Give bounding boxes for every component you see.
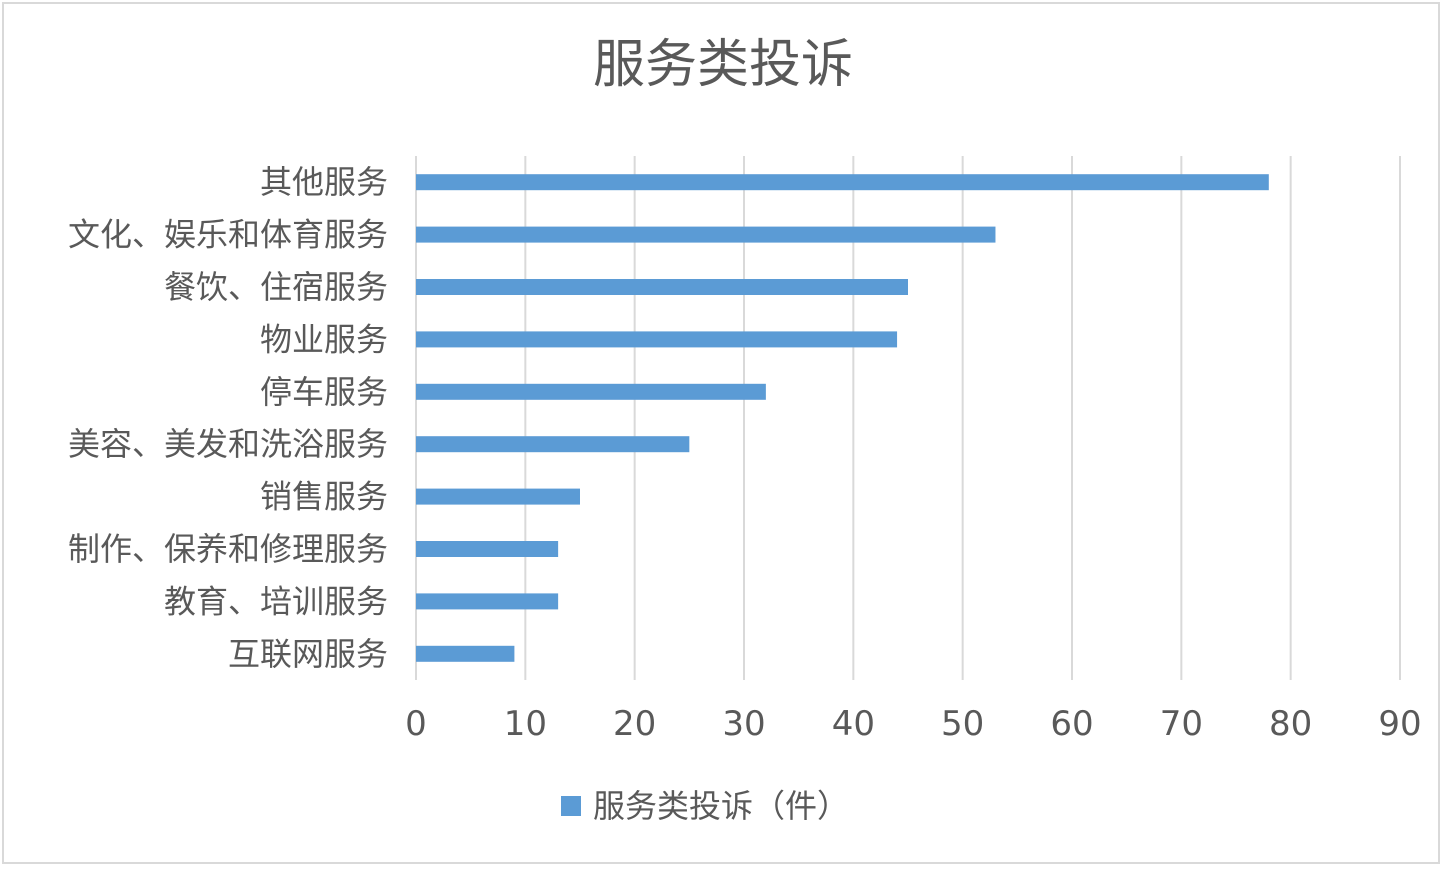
category-label: 物业服务 xyxy=(260,320,388,358)
x-tick-label: 40 xyxy=(832,704,875,744)
category-label: 互联网服务 xyxy=(228,635,388,673)
legend-label: 服务类投诉（件） xyxy=(593,787,849,825)
bar xyxy=(416,279,908,295)
legend-swatch xyxy=(561,796,581,816)
bar xyxy=(416,383,766,400)
category-label: 文化、娱乐和体育服务 xyxy=(68,216,388,254)
category-labels: 其他服务文化、娱乐和体育服务餐饮、住宿服务物业服务停车服务美容、美发和洗浴服务销… xyxy=(68,163,388,673)
x-tick-label: 90 xyxy=(1378,704,1421,744)
x-tick-label: 20 xyxy=(613,704,656,744)
gridlines xyxy=(415,156,1401,680)
bar xyxy=(416,331,898,348)
x-tick-label: 80 xyxy=(1269,704,1312,744)
bar xyxy=(416,226,996,243)
category-label: 制作、保养和修理服务 xyxy=(68,530,388,568)
x-axis-tick-labels: 0 10 20 30 40 50 60 70 80 90 xyxy=(405,704,1421,744)
x-tick-label: 50 xyxy=(941,704,984,744)
legend: 服务类投诉（件） xyxy=(561,787,849,825)
category-label: 美容、美发和洗浴服务 xyxy=(68,425,388,463)
category-label: 停车服务 xyxy=(260,373,388,411)
category-label: 其他服务 xyxy=(260,163,388,201)
bars xyxy=(416,174,1269,662)
x-tick-label: 10 xyxy=(504,704,547,744)
x-tick-label: 60 xyxy=(1050,704,1093,744)
chart-title: 服务类投诉 xyxy=(593,35,853,95)
bar xyxy=(416,541,559,557)
bar xyxy=(416,593,559,610)
category-label: 餐饮、住宿服务 xyxy=(164,268,388,306)
bar xyxy=(416,436,690,453)
category-label: 教育、培训服务 xyxy=(164,582,388,620)
x-tick-label: 70 xyxy=(1160,704,1203,744)
bar xyxy=(416,645,515,662)
x-tick-label: 0 xyxy=(405,704,427,744)
category-label: 销售服务 xyxy=(260,478,388,516)
x-tick-label: 30 xyxy=(722,704,765,744)
bar xyxy=(416,174,1269,191)
bar xyxy=(416,488,580,505)
